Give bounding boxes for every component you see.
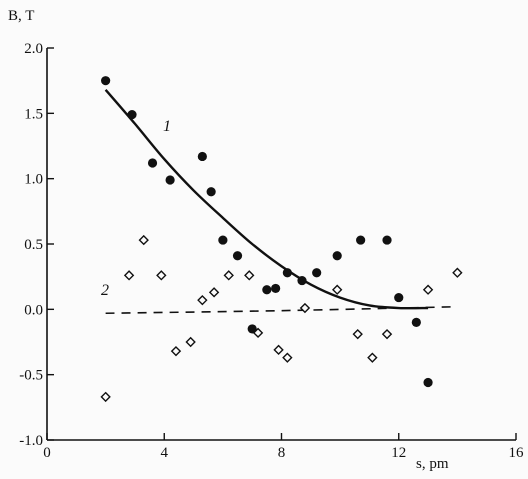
open-diamond-point: [223, 270, 234, 281]
data-points: [100, 76, 463, 403]
filled-circle-point: [147, 158, 158, 168]
x-axis-ticks: 0 4 8 12 16: [43, 433, 524, 461]
open-diamond-point: [138, 234, 149, 246]
open-diamond-point: [273, 344, 284, 356]
open-diamond-point: [252, 327, 264, 339]
x-tick-label: 12: [391, 445, 406, 461]
open-diamond-point: [123, 270, 135, 281]
filled-circle-point: [232, 251, 243, 261]
open-diamond-point: [422, 284, 434, 295]
y-tick-label: 0.5: [24, 237, 43, 253]
fitted-curves: 12: [101, 89, 458, 315]
y-tick-label: 2.0: [24, 41, 43, 57]
open-diamond-point: [332, 284, 343, 295]
filled-circle-point: [165, 175, 175, 185]
filled-circle-point: [218, 235, 228, 245]
y-axis-ticks: -1.0 -0.5 0.0 0.5 1.0 1.5 2.0: [19, 41, 54, 449]
x-axis-label: s, pm: [416, 456, 449, 472]
y-tick-label: 1.0: [24, 172, 43, 188]
open-diamond-point: [197, 294, 208, 306]
filled-circle-point: [197, 151, 207, 162]
open-diamond-point: [352, 328, 363, 340]
filled-circle-point: [101, 76, 111, 86]
open-diamond-point: [299, 302, 311, 314]
filled-circle-point: [411, 317, 421, 327]
filled-circle-point: [297, 275, 307, 286]
filled-circle-point: [127, 110, 137, 120]
filled-circle-point: [332, 251, 342, 261]
filled-circle-point: [282, 268, 292, 278]
open-diamond-point: [156, 270, 167, 281]
filled-circle-point: [206, 187, 216, 197]
filled-circle-point: [312, 268, 322, 278]
open-diamond-point: [282, 352, 293, 363]
filled-circle-point: [394, 292, 404, 303]
x-tick-label: 0: [43, 445, 51, 461]
x-tick-label: 4: [161, 445, 169, 461]
open-diamond-point: [170, 345, 182, 357]
y-tick-label: 1.5: [24, 106, 43, 122]
open-diamond-point: [244, 270, 255, 281]
filled-circle-point: [271, 283, 281, 294]
open-diamond-point: [381, 328, 393, 340]
curve-1-label: 1: [163, 118, 171, 135]
y-tick-label: -1.0: [19, 433, 43, 449]
y-tick-label: -0.5: [19, 368, 43, 384]
x-tick-label: 8: [278, 445, 286, 461]
curve-2-dashed-line: [105, 305, 458, 315]
open-diamond-point: [100, 391, 111, 403]
open-diamond-point: [367, 352, 378, 363]
open-diamond-point: [185, 336, 196, 348]
x-tick-label: 16: [509, 445, 525, 461]
curve-1-solid-line: [104, 89, 429, 310]
filled-circle-point: [356, 235, 366, 245]
open-diamond-point: [208, 287, 220, 298]
curve-2-label: 2: [101, 282, 109, 299]
y-tick-label: 0.0: [24, 302, 43, 318]
filled-circle-point: [262, 285, 272, 295]
open-diamond-point: [452, 267, 463, 278]
filled-circle-point: [382, 235, 392, 245]
plot-area: 0 4 8 12 16 -1.0-0.50.00.51.01.52.0 12: [19, 41, 524, 461]
y-axis-label: B, T: [8, 8, 34, 24]
filled-circle-point: [423, 377, 433, 388]
